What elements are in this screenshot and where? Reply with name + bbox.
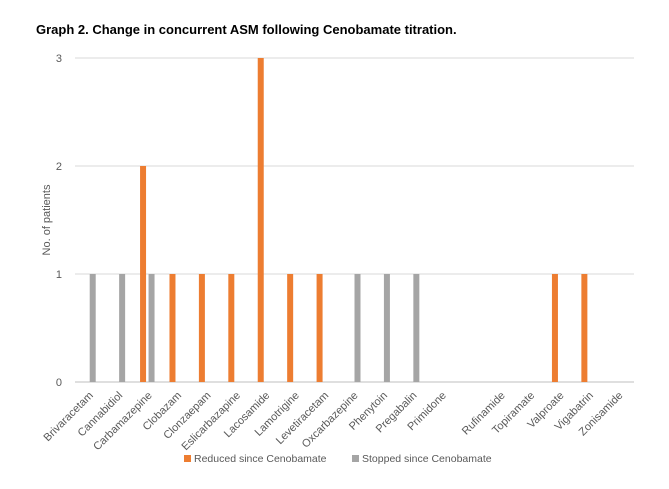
bar-reduced [169, 274, 176, 382]
bar-stopped [119, 274, 126, 382]
bar-reduced [551, 274, 558, 382]
bar-stopped [148, 274, 155, 382]
bar-reduced [316, 274, 323, 382]
bar-stopped [413, 274, 420, 382]
bar-stopped [89, 274, 96, 382]
legend-swatch [352, 455, 359, 462]
y-axis-label: No. of patients [41, 184, 53, 255]
bar-stopped [383, 274, 390, 382]
bar-reduced [257, 58, 264, 382]
bar-reduced [140, 166, 147, 382]
y-tick-label: 3 [56, 53, 62, 65]
bar-reduced [287, 274, 294, 382]
bar-stopped [354, 274, 361, 382]
x-tick-label: Brivaracetam [42, 390, 96, 444]
y-tick-label: 1 [56, 269, 62, 281]
y-tick-label: 2 [56, 161, 62, 173]
bar-reduced [581, 274, 588, 382]
bar-reduced [198, 274, 205, 382]
legend-label: Reduced since Cenobamate [194, 453, 327, 465]
legend-label: Stopped since Cenobamate [362, 453, 492, 465]
chart-title: Graph 2. Change in concurrent ASM follow… [36, 22, 457, 37]
bar-reduced [228, 274, 235, 382]
legend-swatch [184, 455, 191, 462]
y-tick-label: 0 [56, 377, 62, 389]
